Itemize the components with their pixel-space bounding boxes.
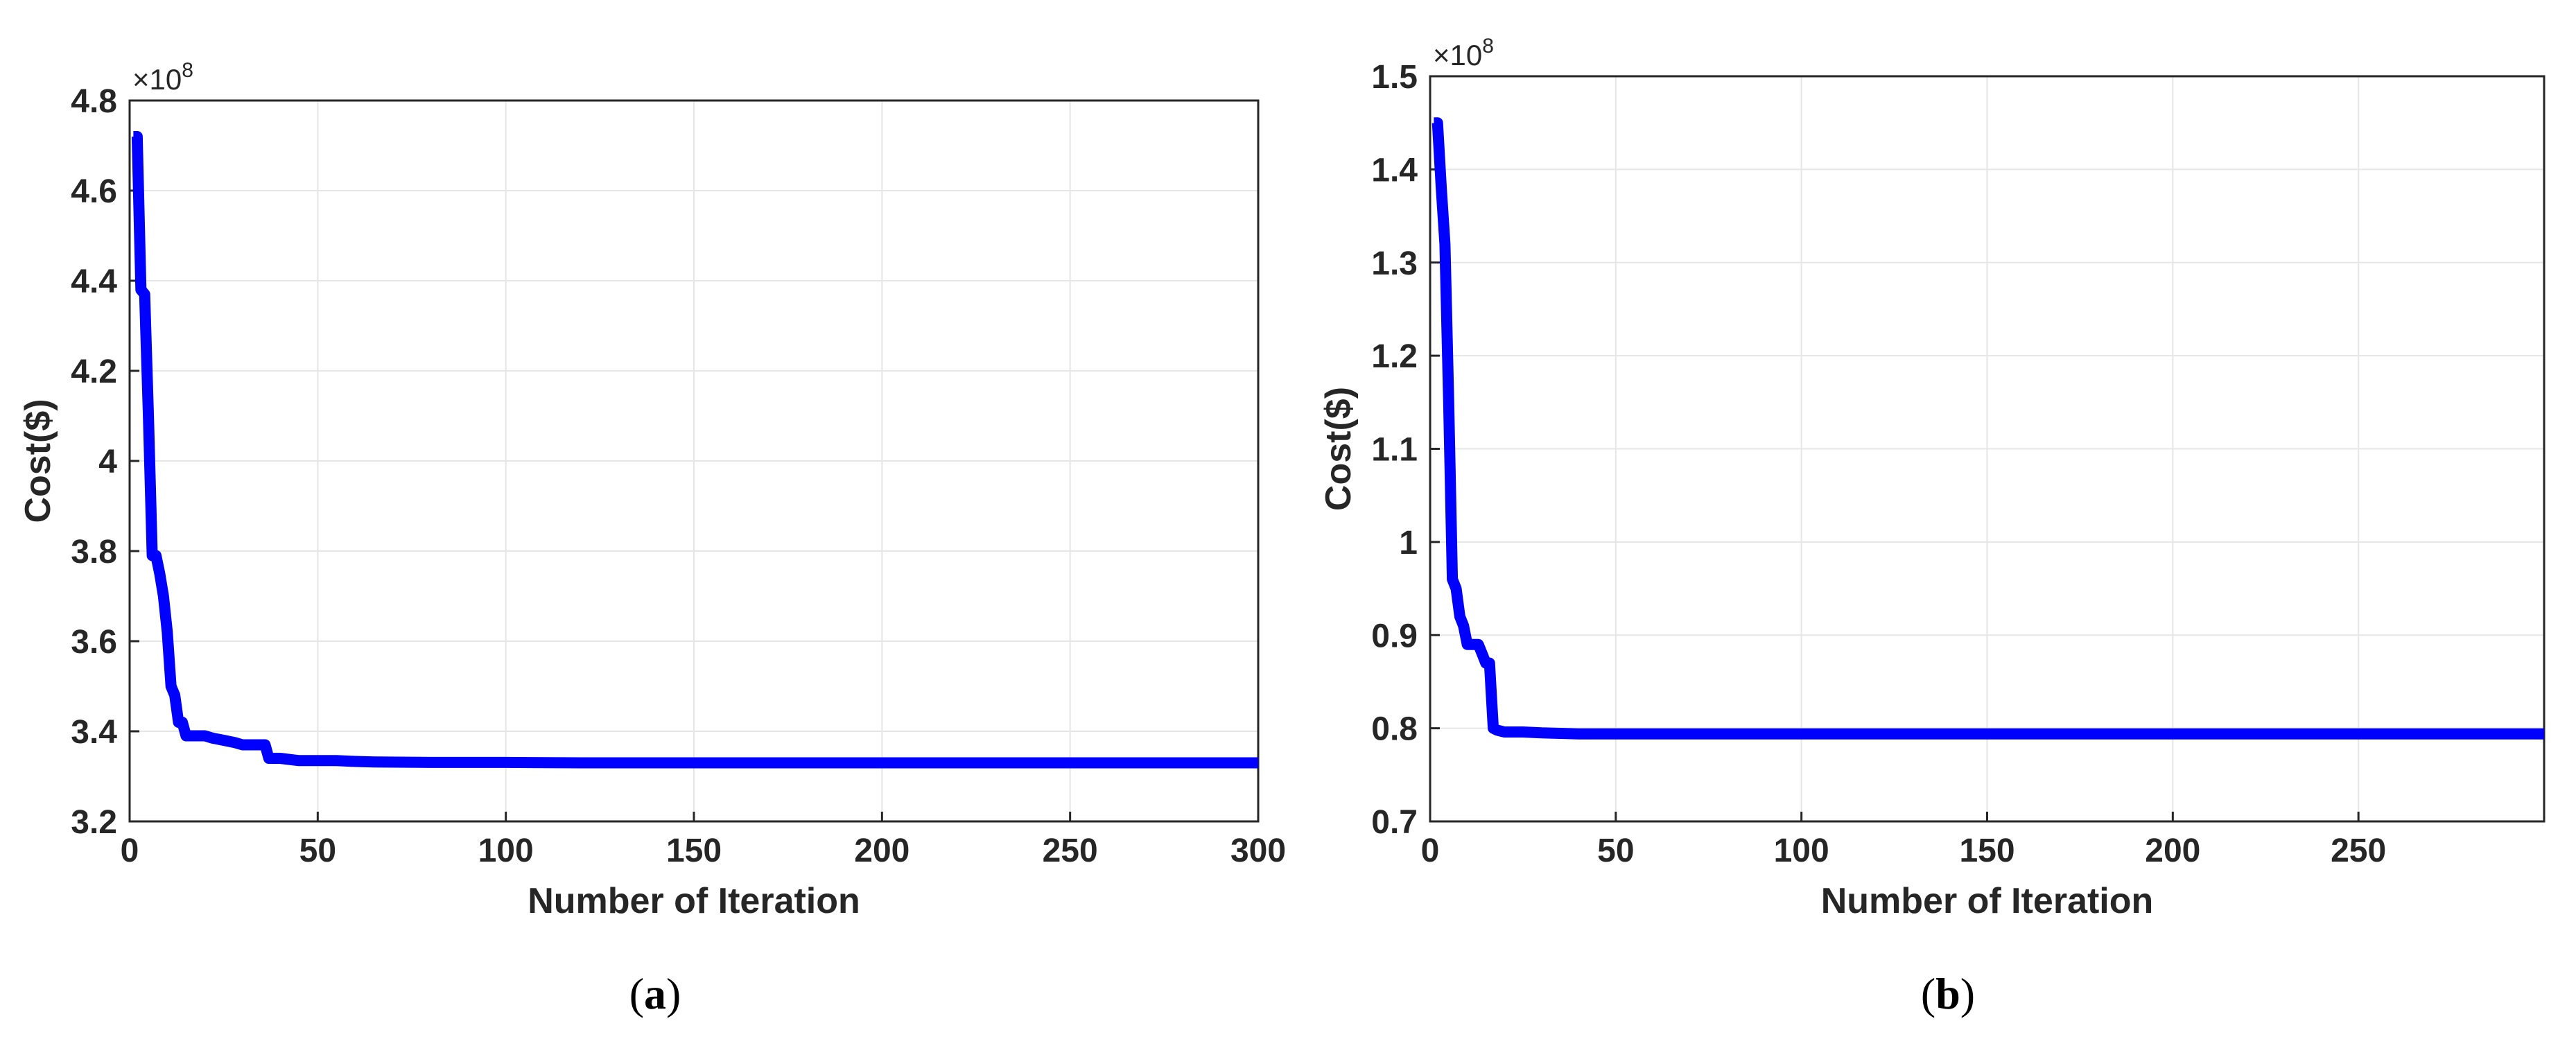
panel-b-caption-close-paren: ): [1960, 969, 1975, 1018]
panel-b-y-tick-label: 1.4: [1371, 152, 1418, 189]
panel-a-y-axis-label: Cost($): [18, 399, 58, 523]
panel-a-y-tick-label: 4.8: [71, 83, 117, 120]
panel-a-x-tick-label: 150: [666, 832, 722, 869]
panel-b-y-tick-label: 1: [1399, 525, 1418, 561]
panel-a-y-tick-label: 4: [98, 444, 117, 480]
panel-b-x-tick-label: 150: [1959, 832, 2014, 869]
panel-a-x-tick-label: 0: [121, 832, 139, 869]
panel-a-y-tick-label: 4.6: [71, 173, 117, 210]
panel-a-caption: (a): [629, 969, 681, 1018]
panel-a: 0 50 100 150 200 250 300 3.2 3.4 3.6 3.8 4 4.2 4.4 4.6…: [18, 59, 1286, 1018]
panel-b-y-tick-label: 1.1: [1371, 432, 1418, 469]
panel-a-x-tick-label: 250: [1043, 832, 1098, 869]
panel-a-x-tick-label: 200: [854, 832, 910, 869]
panel-a-y-tick-label: 3.6: [71, 624, 117, 661]
panel-a-caption-letter: a: [644, 969, 666, 1018]
panel-a-x-axis-label: Number of Iteration: [528, 881, 860, 921]
panel-a-series-line: [131, 131, 1258, 769]
panel-b-y-tick-label: 0.9: [1371, 618, 1418, 654]
panel-a-y-tick-label: 3.4: [71, 714, 117, 751]
panel-b-y-multiplier-exponent: 8: [1482, 35, 1494, 58]
panel-b-y-tick-label: 1.5: [1371, 59, 1418, 96]
panel-b-x-tick-label: 0: [1421, 832, 1440, 869]
panel-b-y-tick-label: 0.7: [1371, 804, 1418, 841]
panel-a-y-tick-label: 3.2: [71, 804, 117, 841]
panel-a-y-tick-label: 3.8: [71, 534, 117, 570]
panel-a-y-multiplier: ×108: [132, 59, 193, 96]
panel-a-y-multiplier-exponent: 8: [182, 59, 193, 82]
panel-b-y-tick-label: 1.3: [1371, 245, 1418, 282]
panel-a-y-multiplier-base: ×10: [132, 63, 182, 96]
panel-a-x-tick-label: 50: [299, 832, 336, 869]
panel-b-series-line: [1431, 117, 2544, 740]
panel-b-caption-open-paren: (: [1921, 969, 1935, 1018]
panel-b-caption: (b): [1921, 969, 1975, 1018]
panel-b-x-axis-label: Number of Iteration: [1821, 881, 2154, 921]
panel-a-caption-open-paren: (: [629, 969, 644, 1018]
panel-b-x-tick-label: 250: [2331, 832, 2386, 869]
panel-a-x-tick-label: 100: [478, 832, 534, 869]
panel-b: 0 50 100 150 200 250 0.7 0.8 0.9 1 1.1 1.2 1.3 1.4 1.5…: [1319, 35, 2545, 1018]
panel-b-x-tick-label: 50: [1597, 832, 1634, 869]
panel-b-y-axis-label: Cost($): [1319, 387, 1359, 511]
panel-b-x-tick-label: 100: [1774, 832, 1829, 869]
panel-a-x-tick-label: 300: [1230, 832, 1286, 869]
panel-b-y-multiplier: ×108: [1433, 35, 1494, 71]
panel-b-y-multiplier-base: ×10: [1433, 39, 1482, 71]
panel-a-y-tick-label: 4.2: [71, 354, 117, 390]
panel-b-y-tick-label: 0.8: [1371, 711, 1418, 748]
panel-b-caption-letter: b: [1935, 969, 1960, 1018]
panel-b-y-tick-label: 1.2: [1371, 338, 1418, 375]
panel-a-y-tick-label: 4.4: [71, 263, 117, 300]
panel-a-caption-close-paren: ): [666, 969, 681, 1018]
panel-b-x-tick-label: 200: [2145, 832, 2200, 869]
